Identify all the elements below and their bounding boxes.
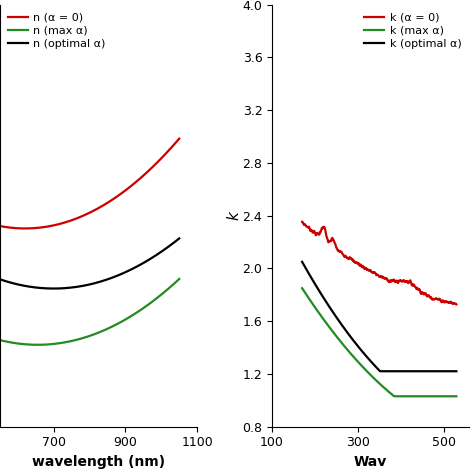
X-axis label: wavelength (nm): wavelength (nm): [32, 455, 165, 469]
Y-axis label: k: k: [226, 211, 241, 220]
X-axis label: Wav: Wav: [354, 455, 387, 469]
Legend: k (α = 0), k (max α), k (optimal α): k (α = 0), k (max α), k (optimal α): [362, 10, 464, 51]
Legend: n (α = 0), n (max α), n (optimal α): n (α = 0), n (max α), n (optimal α): [6, 10, 108, 51]
